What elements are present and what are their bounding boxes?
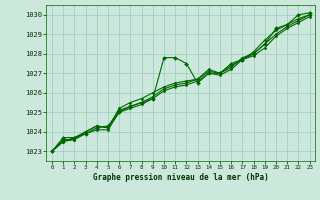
X-axis label: Graphe pression niveau de la mer (hPa): Graphe pression niveau de la mer (hPa) [93,173,269,182]
